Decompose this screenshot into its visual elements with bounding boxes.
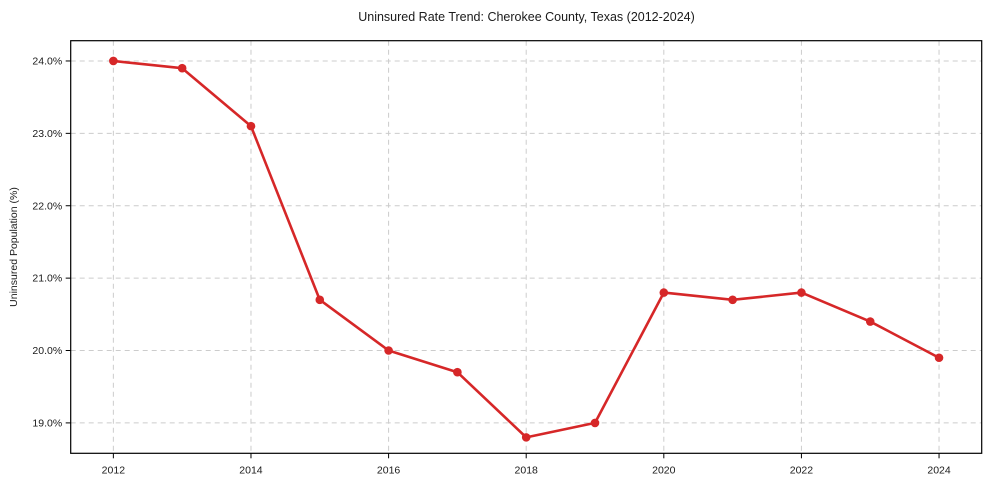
chart-title: Uninsured Rate Trend: Cherokee County, T… — [358, 10, 695, 24]
data-point-marker — [315, 295, 325, 305]
data-point-marker — [728, 295, 737, 305]
data-point-marker — [177, 63, 187, 73]
x-tick-label: 2012 — [102, 464, 126, 476]
data-point-marker — [109, 56, 118, 66]
data-point-marker — [797, 288, 806, 297]
y-tick-label: 23.0% — [32, 128, 62, 140]
y-tick-label: 22.0% — [32, 200, 62, 212]
data-point-marker — [865, 317, 875, 326]
x-tick-label: 2022 — [790, 464, 814, 476]
y-tick-label: 21.0% — [32, 273, 62, 285]
x-tick-label: 2018 — [515, 464, 539, 476]
data-point-marker — [934, 353, 944, 363]
data-point-marker — [590, 418, 600, 428]
data-point-marker — [659, 288, 669, 297]
x-tick-label: 2016 — [377, 464, 401, 476]
x-tick-label: 2024 — [927, 464, 951, 476]
y-tick-label: 20.0% — [32, 345, 62, 357]
x-tick-label: 2014 — [239, 464, 263, 476]
plot-frame — [70, 40, 983, 454]
data-point-marker — [246, 121, 256, 131]
x-tick-label: 2020 — [652, 464, 676, 476]
data-point-marker — [453, 367, 462, 377]
data-point-marker — [521, 433, 531, 442]
y-tick-label: 19.0% — [32, 417, 62, 429]
y-tick-label: 24.0% — [32, 56, 62, 68]
data-point-marker — [384, 346, 393, 355]
